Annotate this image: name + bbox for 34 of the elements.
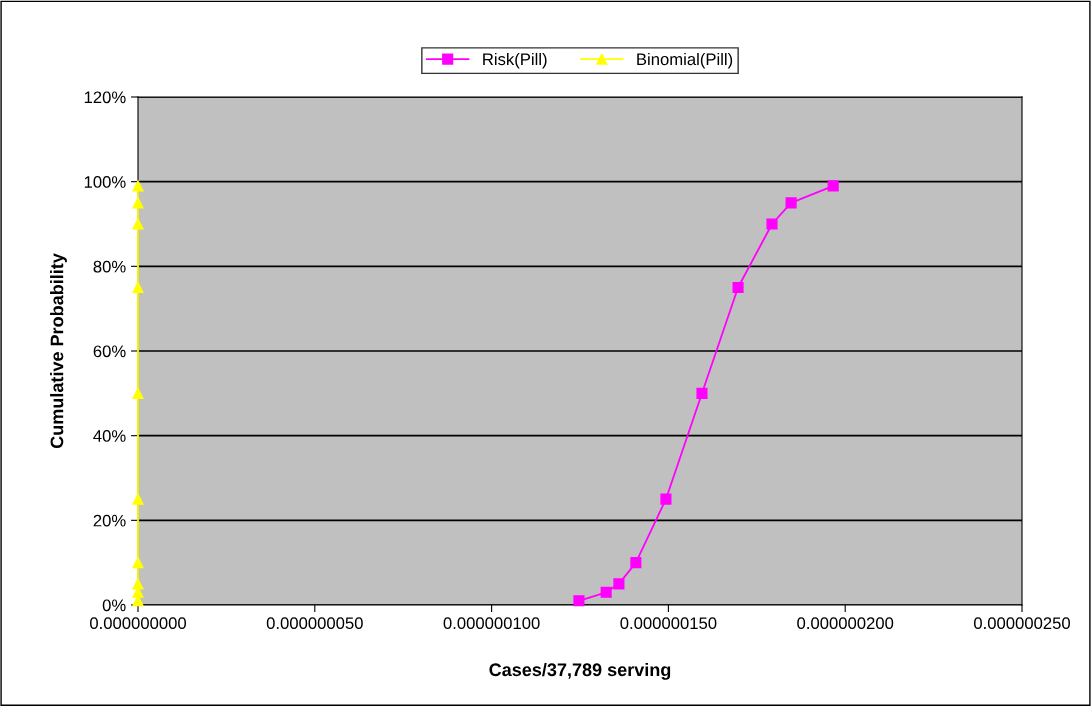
point	[132, 197, 144, 209]
legend-label: Binomial(Pill)	[637, 52, 733, 69]
y-tick-label: 120%	[84, 91, 126, 104]
point	[132, 578, 144, 590]
y-axis-title: Cumulative Probability	[50, 253, 67, 449]
x-tick-label: 0.000000150	[620, 617, 717, 630]
y-tick-label: 20%	[93, 514, 126, 527]
point	[785, 197, 797, 209]
point	[613, 578, 625, 590]
y-tick-label: 60%	[93, 345, 126, 358]
x-tick-label: 0.000000100	[443, 617, 540, 630]
x-tick-label: 0.000000050	[266, 617, 363, 630]
y-tick-label: 40%	[93, 430, 126, 442]
x-tick-label: 0.000000200	[797, 617, 894, 630]
point	[827, 180, 839, 192]
point	[766, 218, 778, 230]
point	[600, 586, 612, 598]
y-tick-label: 80%	[93, 260, 126, 273]
legend-label: Risk(Pill)	[483, 52, 547, 69]
y-tick-label: 0%	[102, 599, 126, 612]
point	[630, 557, 642, 569]
x-tick-label: 0.000000250	[973, 617, 1071, 630]
point	[132, 387, 144, 399]
x-tick-label: 0.000000000	[89, 617, 187, 630]
point	[696, 387, 708, 399]
y-tick-label: 100%	[84, 176, 126, 188]
point	[132, 557, 144, 569]
x-axis-title: Cases/37,789 serving	[489, 662, 671, 680]
point	[732, 281, 744, 294]
point	[132, 493, 144, 505]
point	[132, 281, 144, 294]
point	[573, 595, 585, 607]
point	[660, 493, 672, 505]
point	[132, 218, 144, 230]
